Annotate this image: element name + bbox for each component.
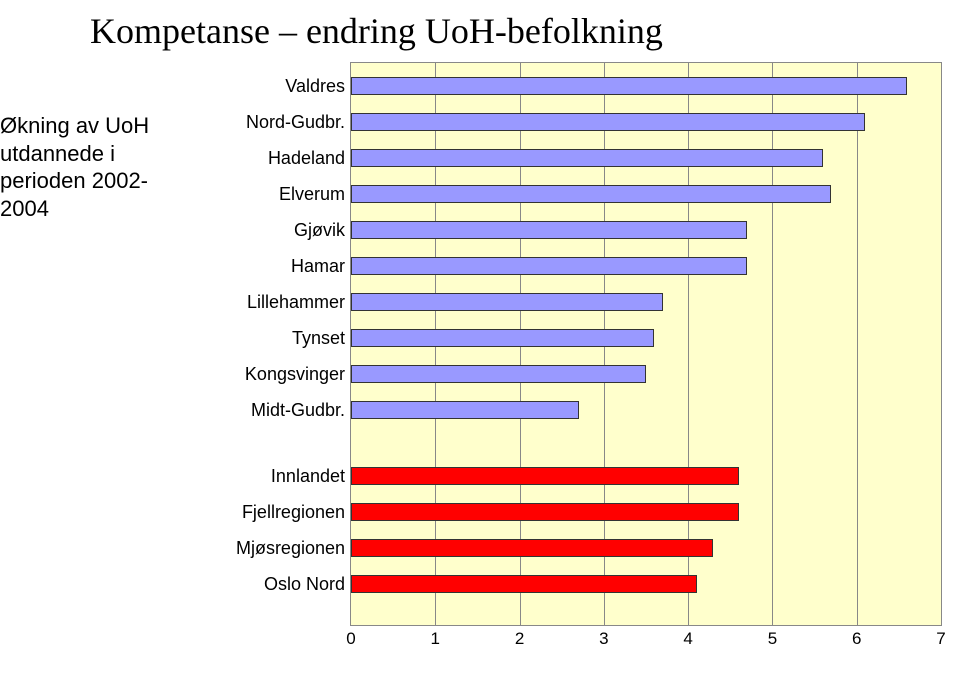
chart-row: Valdres xyxy=(351,77,941,95)
x-tick-label: 4 xyxy=(683,629,692,649)
chart-row: Lillehammer xyxy=(351,293,941,311)
category-label: Fjellregionen xyxy=(242,502,345,523)
x-tick-label: 1 xyxy=(431,629,440,649)
chart-row: Oslo Nord xyxy=(351,575,941,593)
x-tick-label: 7 xyxy=(936,629,945,649)
side-line: Økning av UoH xyxy=(0,112,180,140)
category-label: Valdres xyxy=(285,76,345,97)
chart-row: Fjellregionen xyxy=(351,503,941,521)
side-line: utdannede i xyxy=(0,140,180,168)
chart-row: Hadeland xyxy=(351,149,941,167)
category-label: Nord-Gudbr. xyxy=(246,112,345,133)
bar xyxy=(351,221,747,239)
bar xyxy=(351,113,865,131)
plot-area: 01234567ValdresNord-Gudbr.HadelandElveru… xyxy=(350,62,942,626)
category-label: Gjøvik xyxy=(294,220,345,241)
chart-row: Gjøvik xyxy=(351,221,941,239)
category-label: Hamar xyxy=(291,256,345,277)
category-label: Oslo Nord xyxy=(264,574,345,595)
x-tick-label: 5 xyxy=(768,629,777,649)
bar xyxy=(351,503,739,521)
chart-row: Elverum xyxy=(351,185,941,203)
side-description: Økning av UoH utdannede i perioden 2002-… xyxy=(0,112,180,222)
category-label: Midt-Gudbr. xyxy=(251,400,345,421)
x-tick-label: 3 xyxy=(599,629,608,649)
bar xyxy=(351,257,747,275)
category-label: Tynset xyxy=(292,328,345,349)
chart-row: Nord-Gudbr. xyxy=(351,113,941,131)
chart-row: Mjøsregionen xyxy=(351,539,941,557)
bar xyxy=(351,149,823,167)
chart-row: Kongsvinger xyxy=(351,365,941,383)
x-tick-label: 2 xyxy=(515,629,524,649)
chart-row: Innlandet xyxy=(351,467,941,485)
category-label: Elverum xyxy=(279,184,345,205)
bar xyxy=(351,329,654,347)
category-label: Mjøsregionen xyxy=(236,538,345,559)
chart-row: Tynset xyxy=(351,329,941,347)
category-label: Kongsvinger xyxy=(245,364,345,385)
x-tick-label: 6 xyxy=(852,629,861,649)
bar xyxy=(351,365,646,383)
bar xyxy=(351,575,697,593)
category-label: Hadeland xyxy=(268,148,345,169)
bar-chart: 01234567ValdresNord-Gudbr.HadelandElveru… xyxy=(350,62,940,624)
page-title: Kompetanse – endring UoH-befolkning xyxy=(90,10,663,52)
bar xyxy=(351,77,907,95)
chart-row: Midt-Gudbr. xyxy=(351,401,941,419)
bar xyxy=(351,401,579,419)
bar xyxy=(351,185,831,203)
bar xyxy=(351,467,739,485)
category-label: Lillehammer xyxy=(247,292,345,313)
bar xyxy=(351,539,713,557)
chart-row: Hamar xyxy=(351,257,941,275)
side-line: perioden 2002-2004 xyxy=(0,167,180,222)
x-tick-label: 0 xyxy=(346,629,355,649)
category-label: Innlandet xyxy=(271,466,345,487)
bar xyxy=(351,293,663,311)
